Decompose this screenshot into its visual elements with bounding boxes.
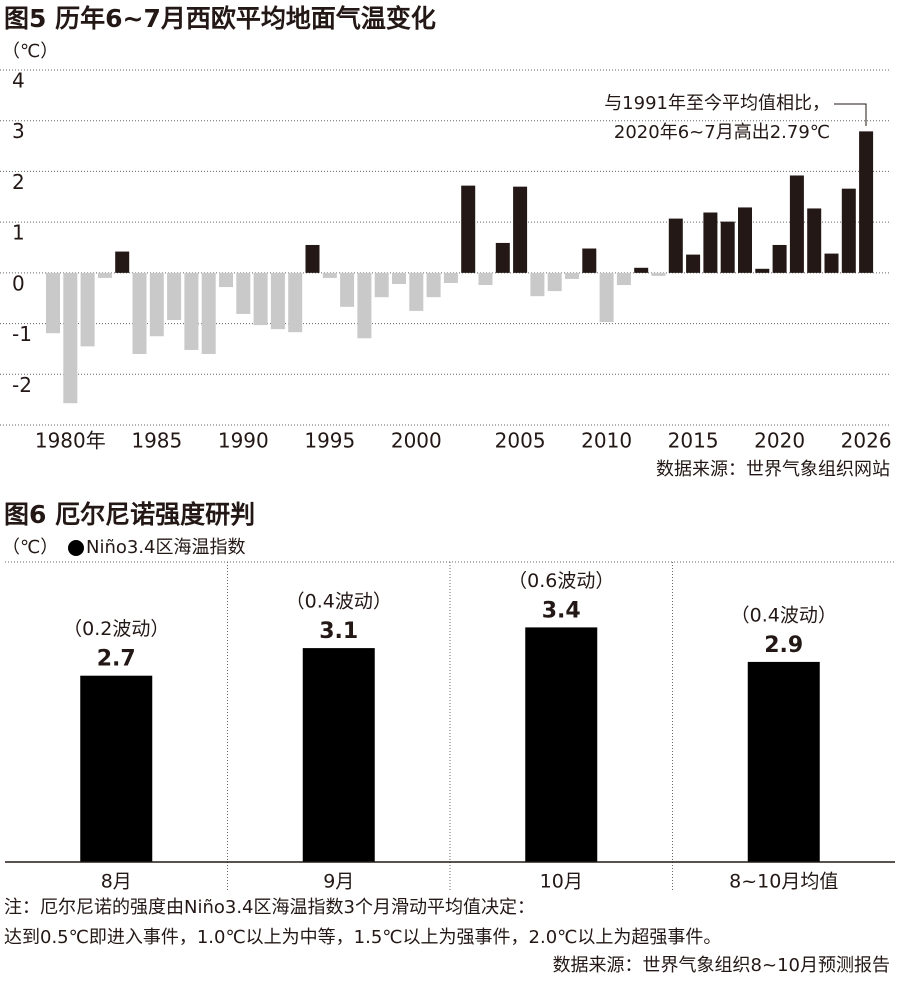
annotation: （0.4波动） bbox=[286, 591, 392, 613]
bar bbox=[357, 272, 372, 339]
bar bbox=[747, 661, 820, 862]
bar bbox=[547, 272, 562, 292]
annotation: 与1991年至今平均值相比， bbox=[604, 93, 830, 114]
bar bbox=[668, 218, 683, 273]
bar bbox=[219, 272, 233, 288]
x-tick-label: 1990 bbox=[218, 429, 269, 453]
value-label: 2.7 bbox=[97, 647, 136, 672]
bar bbox=[738, 207, 752, 273]
bar bbox=[530, 272, 545, 297]
x-tick-label: 9月 bbox=[323, 871, 354, 893]
x-tick-label: 8月 bbox=[101, 871, 132, 893]
y-tick-label: 4 bbox=[12, 69, 25, 93]
bar bbox=[461, 185, 476, 273]
x-tick-label: 10月 bbox=[540, 871, 583, 893]
bar bbox=[167, 272, 182, 321]
bar bbox=[426, 272, 441, 298]
bar bbox=[703, 212, 718, 273]
y-tick-label: -2 bbox=[12, 373, 32, 397]
x-tick-label: 2015 bbox=[668, 429, 719, 453]
chart-title: 图5 历年6~7月西欧平均地面气温变化 bbox=[4, 4, 436, 33]
annotation: （0.2波动） bbox=[63, 618, 169, 640]
bar bbox=[201, 272, 216, 354]
bar bbox=[184, 272, 199, 350]
bar bbox=[599, 272, 614, 323]
unit-label: （℃） bbox=[2, 41, 58, 62]
bar bbox=[270, 272, 285, 330]
annotation: （0.4波动） bbox=[731, 604, 837, 626]
y-tick-label: -1 bbox=[12, 322, 32, 346]
bar bbox=[340, 272, 355, 307]
bar bbox=[409, 272, 424, 311]
bar bbox=[115, 251, 130, 273]
source: 数据来源：世界气象组织8~10月预测报告 bbox=[553, 955, 890, 976]
bar bbox=[305, 244, 320, 273]
bar bbox=[616, 272, 631, 286]
x-tick-label: 1980年 bbox=[35, 429, 106, 453]
bar bbox=[841, 188, 856, 273]
bar bbox=[772, 244, 787, 273]
bar bbox=[236, 272, 251, 314]
value-label: 2.9 bbox=[764, 633, 803, 658]
bar bbox=[859, 131, 874, 273]
bar bbox=[443, 272, 458, 283]
bar bbox=[253, 272, 268, 326]
legend-label: Niño3.4区海温指数 bbox=[86, 537, 246, 558]
value-label: 3.4 bbox=[542, 598, 581, 623]
bar bbox=[495, 242, 510, 273]
x-tick-label: 1985 bbox=[131, 429, 182, 453]
bar bbox=[149, 272, 164, 337]
note: 达到0.5℃即进入事件，1.0℃以上为中等，1.5℃以上为强事件，2.0℃以上为… bbox=[4, 927, 721, 948]
x-tick-label: 2020 bbox=[754, 429, 805, 453]
bar bbox=[97, 272, 112, 278]
unit-label: （℃） bbox=[2, 537, 58, 558]
bar bbox=[789, 175, 804, 273]
legend-marker bbox=[68, 540, 84, 556]
bar bbox=[686, 254, 701, 273]
bar bbox=[525, 627, 598, 862]
x-tick-label: 8~10月均值 bbox=[729, 871, 838, 893]
x-tick-label: 2000 bbox=[391, 429, 442, 453]
bar bbox=[807, 208, 822, 273]
bar bbox=[80, 272, 95, 347]
bar bbox=[755, 268, 770, 273]
value-label: 3.1 bbox=[319, 619, 358, 644]
bar bbox=[478, 272, 493, 286]
bar bbox=[582, 248, 597, 273]
bar bbox=[392, 272, 406, 285]
bar bbox=[302, 648, 375, 862]
x-tick-label: 2005 bbox=[495, 429, 546, 453]
bar bbox=[565, 272, 579, 279]
bar bbox=[46, 272, 60, 334]
chart-title: 图6 厄尔尼诺强度研判 bbox=[4, 500, 255, 529]
bar bbox=[374, 272, 389, 298]
bar bbox=[634, 267, 649, 273]
source: 数据来源：世界气象组织网站 bbox=[656, 459, 890, 480]
y-tick-label: 2 bbox=[12, 170, 25, 194]
x-tick-label: 2026 bbox=[841, 429, 892, 453]
y-tick-label: 3 bbox=[12, 119, 25, 143]
note: 注：厄尔尼诺的强度由Niño3.4区海温指数3个月滑动平均值决定： bbox=[4, 897, 535, 918]
bar bbox=[132, 272, 147, 354]
bar bbox=[513, 186, 528, 273]
annotation-leader bbox=[834, 103, 867, 126]
y-tick-label: 1 bbox=[12, 221, 25, 245]
y-tick-label: 0 bbox=[12, 271, 25, 295]
x-tick-label: 2010 bbox=[581, 429, 632, 453]
bar bbox=[322, 272, 337, 278]
x-tick-label: 1995 bbox=[304, 429, 355, 453]
annotation: （0.6波动） bbox=[508, 570, 614, 592]
bar bbox=[824, 253, 839, 273]
bar bbox=[651, 272, 666, 276]
annotation: 2020年6~7月高出2.79℃ bbox=[614, 122, 830, 143]
bar bbox=[720, 221, 735, 273]
bar bbox=[80, 675, 153, 862]
bar bbox=[63, 272, 78, 404]
bar bbox=[288, 272, 303, 333]
